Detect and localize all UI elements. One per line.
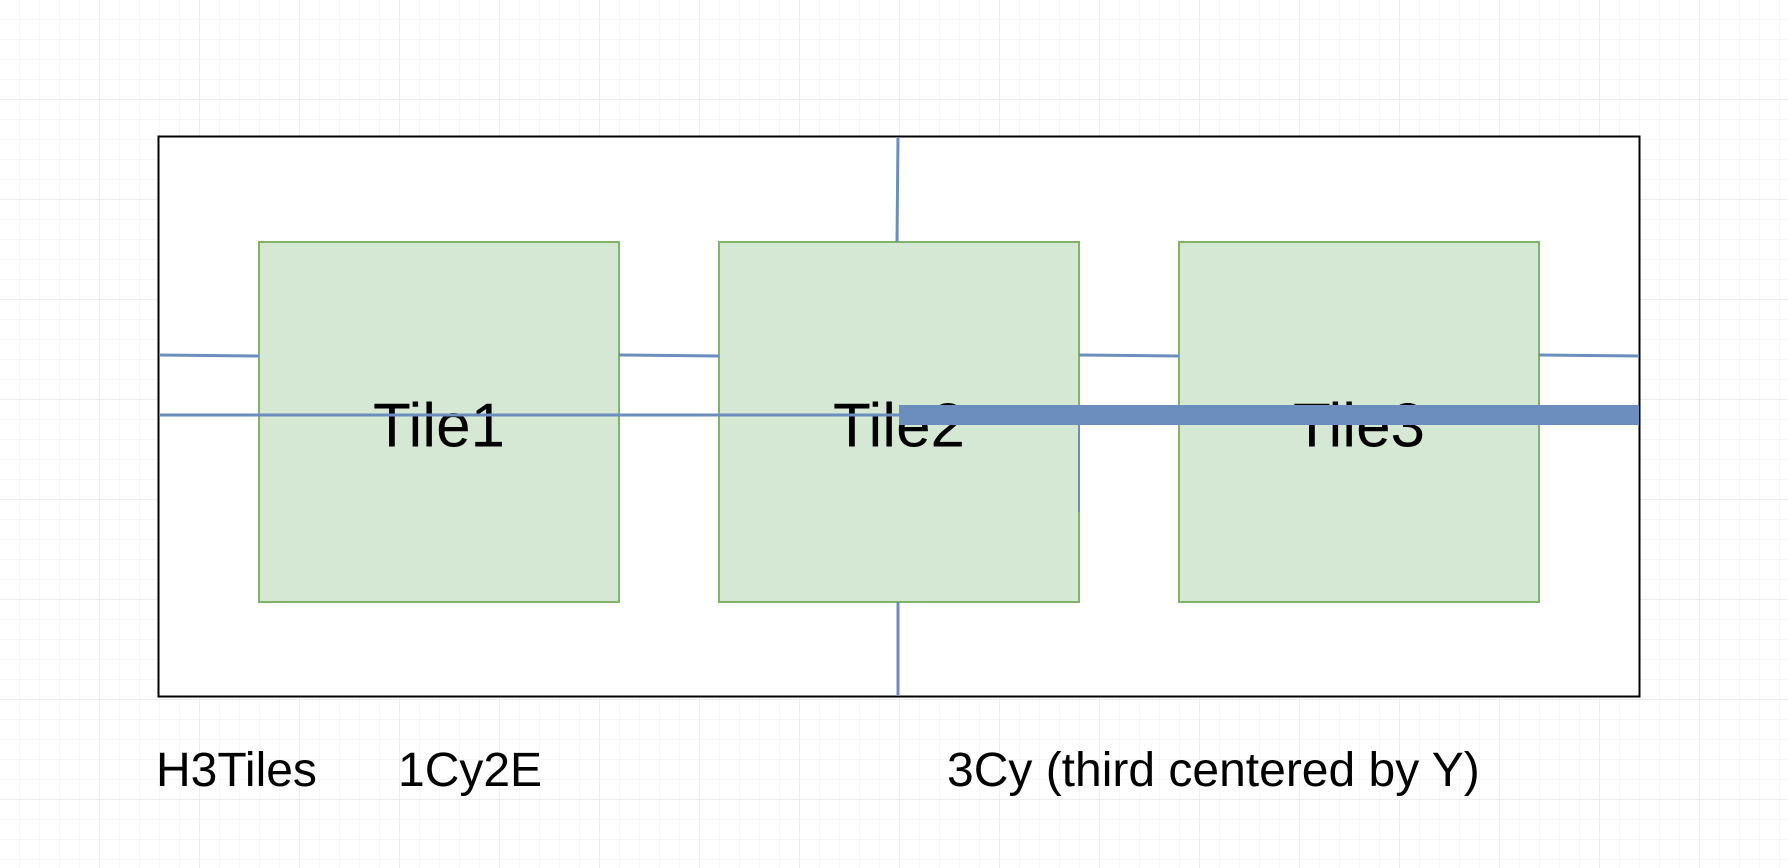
tile-1-label: Tile1 <box>373 392 505 461</box>
connector-right-edge[interactable] <box>1538 353 1640 358</box>
connector-tile1-tile2[interactable] <box>618 353 720 358</box>
tile-2-label: Tile2 <box>833 392 965 461</box>
caption-h3tiles: H3Tiles <box>156 744 317 797</box>
tile-1-box[interactable] <box>258 241 620 603</box>
connector-left-edge[interactable] <box>158 353 260 358</box>
connector-tile2-tile3[interactable] <box>1078 353 1180 358</box>
thick-center-bar[interactable] <box>899 405 1639 425</box>
tile-1[interactable]: Tile1 <box>258 241 620 603</box>
vertical-guide-top[interactable] <box>895 136 900 243</box>
caption-1cy2e: 1Cy2E <box>398 744 543 797</box>
caption-3cy: 3Cy (third centered by Y) <box>947 744 1480 797</box>
guide-connectors <box>158 136 1640 696</box>
tile-3-label: Tile3 <box>1293 392 1425 461</box>
